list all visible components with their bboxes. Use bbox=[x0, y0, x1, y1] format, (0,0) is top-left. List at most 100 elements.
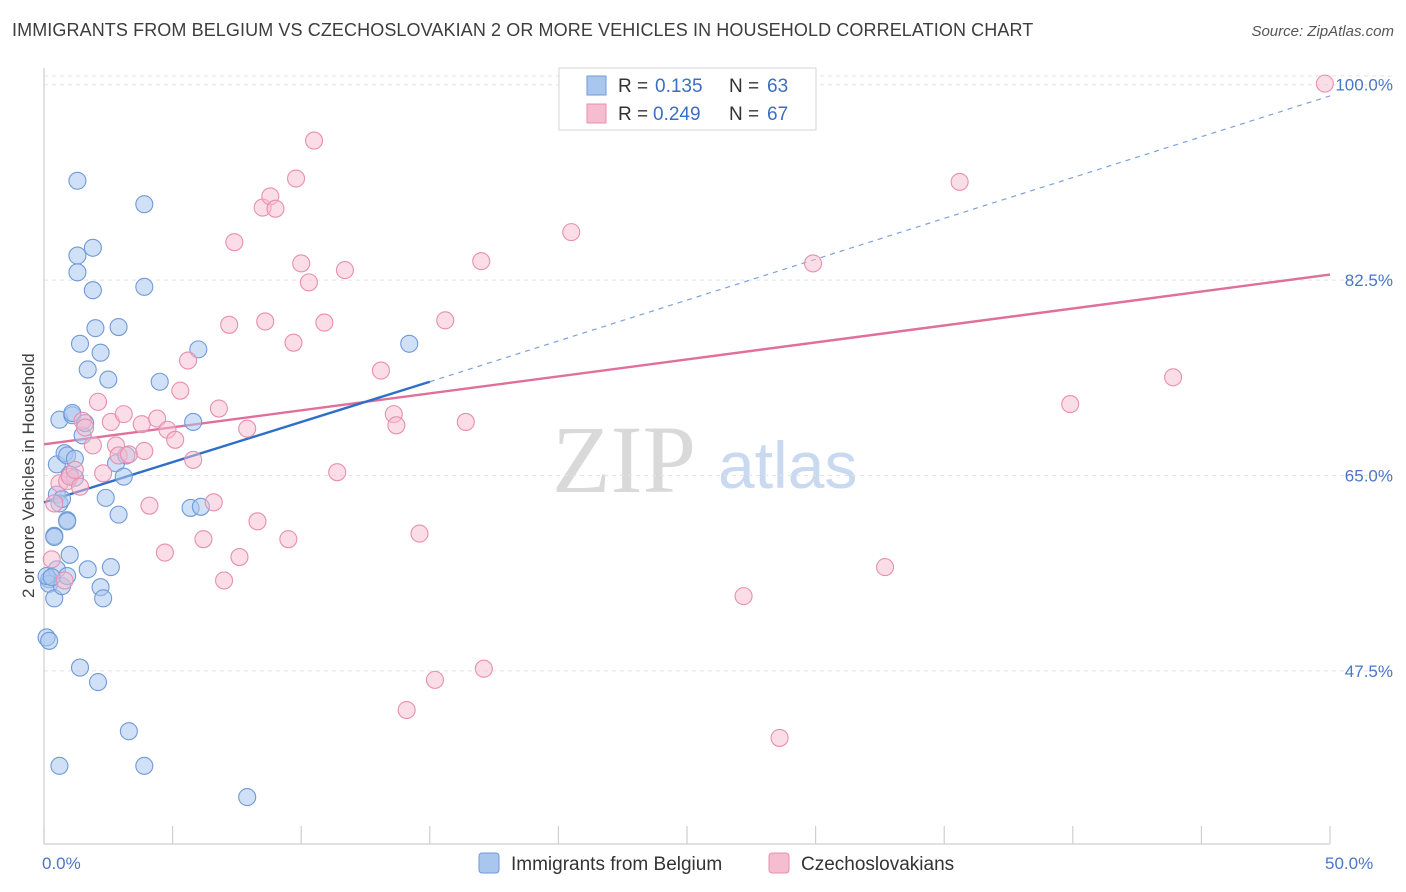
x-tick-label-min: 0.0% bbox=[42, 854, 81, 873]
belgium-point bbox=[70, 658, 90, 677]
belgium-point bbox=[58, 512, 77, 531]
belgium-point bbox=[184, 412, 203, 431]
belgium-point bbox=[94, 589, 113, 608]
belgium-point bbox=[109, 317, 128, 337]
belgium-point bbox=[189, 340, 208, 359]
belgium-point bbox=[83, 281, 102, 300]
czech-point bbox=[94, 464, 113, 483]
belgium-point bbox=[109, 505, 128, 524]
watermark-zip: ZIP bbox=[552, 406, 696, 513]
czech-point bbox=[230, 547, 249, 567]
czech-point bbox=[45, 494, 64, 513]
czech-point bbox=[225, 233, 244, 252]
czech-point bbox=[238, 419, 257, 438]
czech-points bbox=[42, 74, 1334, 747]
czech-point bbox=[88, 392, 108, 411]
legend-swatch-belgium bbox=[586, 75, 607, 96]
czech-point bbox=[132, 415, 151, 434]
czech-point bbox=[184, 450, 203, 469]
belgium-point bbox=[45, 527, 64, 546]
belgium-point bbox=[238, 788, 257, 807]
czech-point bbox=[166, 430, 185, 449]
czech-point bbox=[734, 587, 753, 606]
belgium-point bbox=[70, 334, 90, 353]
belgium-points bbox=[37, 171, 419, 807]
czech-point bbox=[315, 313, 334, 332]
czech-point bbox=[42, 550, 61, 569]
belgium-trend-line bbox=[43, 380, 431, 504]
czech-point bbox=[114, 405, 133, 424]
czech-point bbox=[284, 333, 303, 352]
czech-point bbox=[328, 463, 347, 482]
belgium-point bbox=[91, 343, 110, 362]
czech-point bbox=[83, 436, 102, 455]
belgium-point bbox=[68, 171, 87, 190]
czech-point bbox=[397, 700, 416, 720]
czech-point bbox=[292, 254, 311, 273]
czech-point bbox=[204, 493, 223, 512]
belgium-point bbox=[135, 756, 154, 775]
y-tick-label: 100.0% bbox=[1335, 76, 1393, 95]
czech-point bbox=[299, 273, 318, 292]
belgium-point bbox=[400, 334, 419, 353]
correlation-legend: R = 0.135 N = 63 R = 0.249 N = 67 bbox=[558, 67, 817, 131]
legend-r-label-belgium: R = bbox=[618, 76, 648, 97]
belgium-point bbox=[86, 319, 105, 338]
czech-point bbox=[305, 131, 324, 150]
czech-point bbox=[562, 223, 581, 242]
trend-lines bbox=[43, 95, 1331, 504]
legend-swatch-czech bbox=[586, 103, 607, 124]
belgium-point bbox=[135, 277, 154, 296]
chart-title: IMMIGRANTS FROM BELGIUM VS CZECHOSLOVAKI… bbox=[12, 20, 1034, 40]
czech-point bbox=[178, 351, 198, 370]
czech-point bbox=[194, 530, 213, 549]
czech-point bbox=[248, 512, 267, 531]
czech-point bbox=[135, 441, 154, 461]
czech-point bbox=[171, 381, 190, 400]
czech-point bbox=[1164, 368, 1183, 387]
y-tick-label: 47.5% bbox=[1345, 662, 1393, 681]
y-axis-label: 2 or more Vehicles in Household bbox=[19, 353, 38, 598]
czech-point bbox=[472, 252, 491, 271]
bottom-legend-swatch-czech bbox=[768, 852, 790, 874]
watermark: ZIP atlas bbox=[552, 406, 857, 513]
czech-point bbox=[65, 460, 84, 480]
czech-point bbox=[770, 728, 789, 747]
source-credit: Source: ZipAtlas.com bbox=[1251, 23, 1394, 40]
belgium-point bbox=[68, 246, 87, 265]
gridlines bbox=[44, 75, 1392, 672]
belgium-point bbox=[78, 560, 97, 579]
czech-point bbox=[335, 261, 354, 280]
czech-point bbox=[875, 558, 895, 577]
belgium-trend-extension bbox=[429, 95, 1331, 383]
czech-point bbox=[70, 477, 90, 496]
belgium-point bbox=[50, 756, 69, 775]
belgium-point bbox=[119, 722, 138, 741]
belgium-point bbox=[96, 488, 115, 507]
bottom-legend-label-belgium: Immigrants from Belgium bbox=[511, 854, 722, 875]
czech-point bbox=[256, 312, 275, 331]
y-tick-labels: 47.5% 65.0% 82.5% 100.0% bbox=[1335, 76, 1393, 681]
belgium-point bbox=[88, 673, 108, 692]
czech-point bbox=[436, 311, 455, 330]
legend-r-value-czech: 0.249 bbox=[653, 104, 701, 125]
belgium-point bbox=[114, 467, 133, 486]
bottom-legend-label-czech: Czechoslovakians bbox=[801, 854, 954, 875]
belgium-point bbox=[99, 370, 118, 389]
czech-point bbox=[76, 418, 95, 437]
belgium-point bbox=[40, 631, 59, 650]
legend-n-label-belgium: N = bbox=[729, 76, 759, 97]
y-tick-label: 65.0% bbox=[1345, 467, 1393, 486]
czech-point bbox=[1061, 395, 1080, 414]
czech-point bbox=[220, 315, 239, 334]
czech-point bbox=[140, 496, 159, 515]
czech-point bbox=[387, 416, 406, 435]
czech-point bbox=[950, 172, 969, 191]
legend-r-label-czech: R = bbox=[618, 104, 648, 125]
czech-trend-line bbox=[43, 273, 1331, 446]
belgium-point bbox=[68, 263, 87, 282]
czech-point bbox=[279, 530, 298, 549]
legend-n-value-belgium: 63 bbox=[767, 76, 788, 97]
belgium-point bbox=[135, 195, 154, 214]
